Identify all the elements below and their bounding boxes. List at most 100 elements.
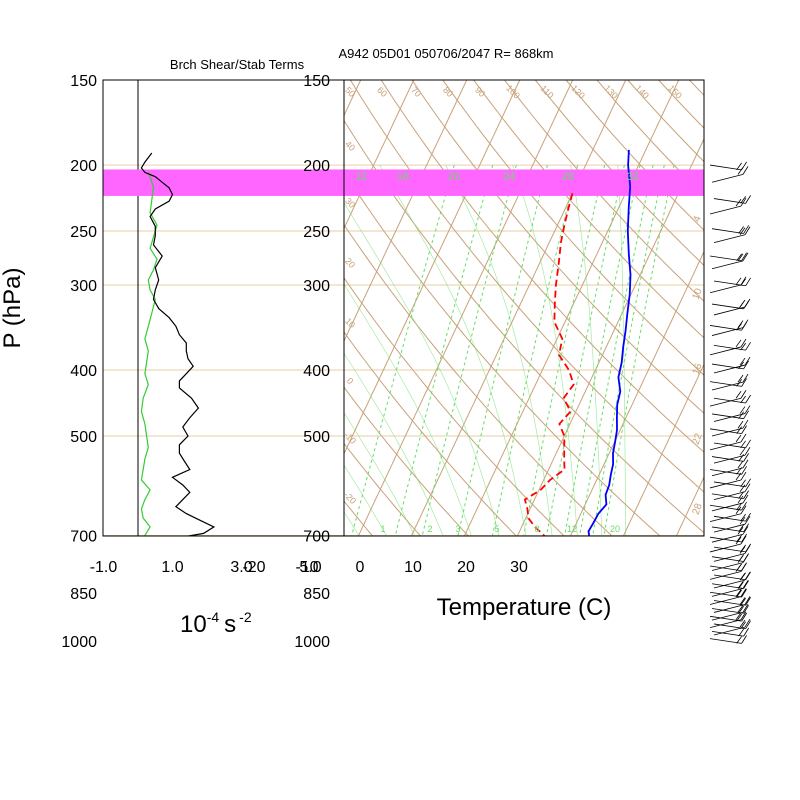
adiabat-label: 40 bbox=[343, 139, 357, 153]
isotherm bbox=[357, 80, 574, 536]
x-tick-label-right: 30 bbox=[510, 559, 528, 576]
wind-barb bbox=[709, 390, 747, 407]
y-tick-label-right: 700 bbox=[303, 529, 330, 546]
wind-barb bbox=[709, 471, 747, 489]
wind-barb bbox=[713, 439, 751, 449]
wind-barb bbox=[713, 226, 751, 244]
mixing-ratio-label: 32 bbox=[627, 171, 639, 183]
mixing-ratio-line bbox=[545, 164, 625, 536]
wind-barb bbox=[711, 252, 749, 270]
right-panel-title: A942 05D01 050706/2047 R= 868km bbox=[338, 46, 553, 61]
dry-adiabat bbox=[344, 386, 470, 536]
dry-adiabat bbox=[473, 80, 704, 339]
wind-barb bbox=[711, 523, 749, 533]
y-tick-label-left: 300 bbox=[70, 278, 97, 295]
wind-barb bbox=[711, 360, 749, 370]
x-tick-label-right: 0 bbox=[356, 559, 365, 576]
wind-barb bbox=[713, 298, 751, 316]
x-tick-label-left: 1.0 bbox=[161, 559, 183, 576]
isotherm bbox=[463, 80, 680, 536]
isotherm bbox=[0, 80, 43, 647]
mixing-ratio-label: 3 bbox=[455, 524, 460, 534]
moist-adiabat bbox=[344, 352, 444, 536]
wind-barb bbox=[713, 195, 751, 204]
dry-adiabat bbox=[344, 277, 565, 536]
wind-barb bbox=[713, 618, 751, 636]
isotherm-label: 16 bbox=[691, 362, 705, 377]
mixing-ratio-line bbox=[457, 164, 548, 536]
adiabat-label: 120 bbox=[569, 83, 587, 101]
wind-barb bbox=[709, 466, 747, 475]
wind-barb bbox=[711, 554, 749, 571]
stability-curve bbox=[140, 152, 216, 536]
x-axis-label-left: 10-4 s -2 bbox=[180, 609, 252, 638]
wind-barb bbox=[713, 515, 751, 533]
adiabat-label: 30 bbox=[343, 196, 357, 210]
highlight-band-left bbox=[103, 169, 344, 196]
y-tick-label-right: 850 bbox=[303, 586, 330, 603]
moist-adiabat bbox=[344, 511, 360, 536]
adiabat-label: 20 bbox=[343, 256, 357, 270]
y-tick-label-left: 1000 bbox=[61, 634, 97, 651]
dry-adiabat bbox=[504, 80, 704, 302]
y-tick-label-right: 1000 bbox=[294, 634, 330, 651]
wind-barb bbox=[713, 512, 751, 522]
adiabat-label: 80 bbox=[441, 85, 455, 99]
isotherm bbox=[569, 250, 704, 536]
y-tick-label-right: 250 bbox=[303, 224, 330, 241]
adiabat-label: 100 bbox=[504, 83, 522, 101]
wind-barb bbox=[713, 596, 751, 613]
x-tick-label-right: -20 bbox=[242, 559, 265, 576]
shear-curve bbox=[140, 172, 158, 536]
wind-barb bbox=[711, 453, 749, 462]
highlight-band-right bbox=[344, 169, 704, 196]
dry-adiabat bbox=[442, 80, 704, 376]
wind-barb bbox=[711, 419, 749, 437]
wind-barb bbox=[709, 611, 747, 629]
wind-barb bbox=[713, 478, 751, 488]
adiabat-label: 90 bbox=[473, 85, 487, 99]
y-tick-label-right: 400 bbox=[303, 363, 330, 380]
mixing-ratio-line bbox=[592, 164, 665, 536]
wind-barb bbox=[713, 571, 751, 589]
dry-adiabat bbox=[344, 331, 517, 536]
y-tick-label-right: 200 bbox=[303, 158, 330, 175]
y-tick-label-left: 700 bbox=[70, 529, 97, 546]
wind-barb bbox=[709, 433, 747, 451]
adiabat-label: 150 bbox=[666, 83, 684, 101]
isotherm-label: 4 bbox=[692, 214, 704, 223]
mixing-ratio-label: 20 bbox=[610, 524, 620, 534]
adiabat-label: 110 bbox=[539, 83, 556, 100]
isotherm-label: 10 bbox=[691, 287, 705, 302]
dry-adiabat bbox=[344, 171, 661, 536]
mixing-ratio-label: 12 bbox=[567, 524, 577, 534]
adiabat-label: 0 bbox=[345, 376, 356, 387]
mixing-ratio-line bbox=[491, 164, 579, 536]
wind-barb bbox=[713, 405, 751, 422]
wind-barb bbox=[709, 161, 747, 171]
y-tick-label-right: 150 bbox=[303, 73, 330, 90]
wind-barb bbox=[711, 526, 749, 543]
isotherm bbox=[344, 80, 521, 455]
wind-barb bbox=[709, 505, 747, 523]
wind-barb bbox=[713, 394, 751, 404]
moist-adiabat bbox=[379, 164, 527, 536]
right-panel-frame bbox=[343, 79, 705, 537]
wind-barb bbox=[709, 252, 747, 262]
wind-barb bbox=[711, 604, 749, 621]
wind-barb bbox=[709, 563, 747, 580]
wind-barb bbox=[711, 627, 749, 637]
dry-adiabat bbox=[344, 119, 704, 534]
dry-adiabat bbox=[380, 80, 704, 453]
moist-adiabat bbox=[445, 164, 553, 536]
x-tick-label-left: 5.0 bbox=[299, 559, 321, 576]
mixing-ratio-label: 20 bbox=[448, 171, 460, 183]
wind-barb bbox=[713, 277, 751, 287]
dry-adiabat bbox=[349, 80, 704, 493]
wind-barb bbox=[709, 612, 747, 622]
wind-barb bbox=[709, 425, 747, 435]
x-axis-label-right: Temperature (C) bbox=[437, 594, 612, 621]
dewpoint-curve bbox=[523, 193, 575, 536]
